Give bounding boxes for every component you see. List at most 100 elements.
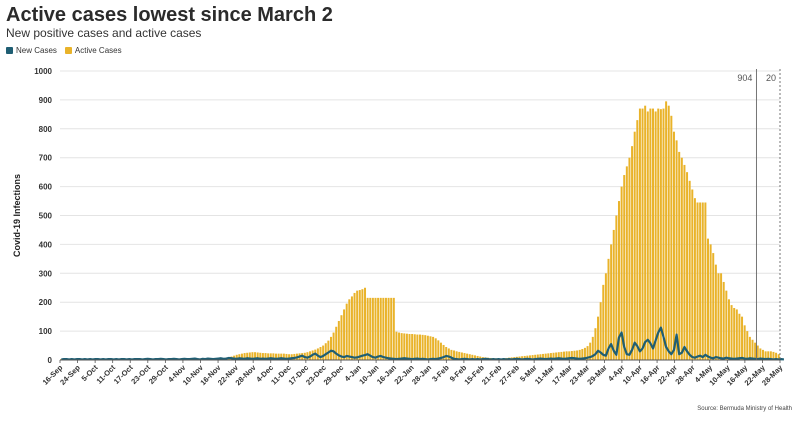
active-cases-bar xyxy=(602,284,605,360)
active-cases-bar xyxy=(625,166,628,360)
active-cases-bar xyxy=(688,180,691,360)
active-cases-bar xyxy=(426,335,429,360)
legend-label-active-cases: Active Cases xyxy=(74,46,122,55)
active-cases-bar xyxy=(473,355,476,360)
active-cases-bar xyxy=(565,351,568,360)
active-cases-bar xyxy=(411,333,414,360)
active-cases-bar xyxy=(741,316,744,360)
y-tick-label: 200 xyxy=(39,298,53,307)
active-cases-bar xyxy=(290,354,293,360)
active-cases-bar xyxy=(374,297,377,360)
active-cases-bar xyxy=(730,305,733,360)
x-tick-label: 3-Feb xyxy=(430,363,451,384)
active-cases-bar xyxy=(746,331,749,360)
active-cases-bar xyxy=(557,352,560,360)
active-cases-bar xyxy=(680,157,683,360)
active-cases-bar xyxy=(620,186,623,360)
active-cases-bar xyxy=(764,351,767,360)
legend-swatch-active-cases xyxy=(64,47,72,54)
active-cases-bar xyxy=(243,353,246,360)
active-cases-bar xyxy=(371,297,374,360)
active-cases-bar xyxy=(636,120,639,360)
active-cases-bar xyxy=(288,354,291,360)
active-cases-bar xyxy=(727,299,730,360)
active-cases-bar xyxy=(238,354,241,360)
active-cases-bar xyxy=(649,108,652,360)
active-cases-bar xyxy=(761,349,764,360)
active-cases-bar xyxy=(552,352,555,360)
legend-item-new-cases[interactable]: New Cases xyxy=(6,46,57,55)
active-cases-bar xyxy=(686,172,689,360)
y-tick-label: 100 xyxy=(39,327,53,336)
active-cases-bar xyxy=(356,290,359,360)
active-cases-bar xyxy=(725,290,728,360)
active-cases-bar xyxy=(701,202,704,360)
active-cases-bar xyxy=(678,151,681,360)
y-tick-label: 900 xyxy=(39,96,53,105)
active-cases-bar xyxy=(384,297,387,360)
active-cases-bar xyxy=(421,334,424,360)
active-cases-bar xyxy=(644,105,647,361)
active-cases-bar xyxy=(528,355,531,360)
active-cases-bar xyxy=(316,348,319,360)
active-cases-bar xyxy=(429,336,432,360)
active-cases-bar xyxy=(534,354,537,360)
active-cases-bar xyxy=(340,315,343,360)
active-cases-bar xyxy=(604,273,607,360)
active-cases-bar xyxy=(563,351,565,360)
active-cases-bar xyxy=(720,273,723,360)
legend-label-new-cases: New Cases xyxy=(16,46,57,55)
active-cases-bar xyxy=(332,332,335,360)
active-cases-bar xyxy=(350,296,353,360)
y-tick-label: 500 xyxy=(39,212,53,221)
active-cases-bar xyxy=(235,354,238,360)
active-cases-bar xyxy=(631,146,634,360)
active-cases-bar xyxy=(442,344,445,360)
active-cases-bar xyxy=(657,108,660,360)
active-cases-bar xyxy=(343,309,346,360)
active-cases-bar xyxy=(240,353,243,360)
active-cases-bar xyxy=(652,108,655,360)
y-tick-label: 1000 xyxy=(34,67,52,76)
active-cases-bar xyxy=(256,352,259,360)
active-cases-bar xyxy=(547,353,550,360)
active-cases-bar xyxy=(672,131,675,360)
active-cases-bar xyxy=(468,354,471,360)
active-cases-bar xyxy=(709,244,712,360)
active-cases-bar xyxy=(460,352,463,360)
active-cases-bar xyxy=(615,215,618,360)
y-tick-label: 0 xyxy=(48,356,53,365)
active-cases-bar xyxy=(390,297,393,360)
active-cases-bar xyxy=(267,353,270,360)
active-cases-bar xyxy=(597,316,600,360)
active-cases-bar xyxy=(735,309,738,360)
active-cases-bar xyxy=(264,353,267,360)
active-cases-bar xyxy=(337,320,340,360)
active-cases-bar xyxy=(586,346,589,360)
active-cases-bar xyxy=(641,108,644,360)
active-cases-bar xyxy=(712,253,715,360)
active-cases-bar xyxy=(591,336,594,360)
active-cases-bar xyxy=(714,264,717,360)
active-cases-bar xyxy=(466,353,469,360)
active-cases-bar xyxy=(568,351,571,360)
active-cases-bar xyxy=(754,342,757,360)
y-tick-label: 600 xyxy=(39,183,53,192)
active-cases-bar xyxy=(570,351,573,360)
active-cases-bar xyxy=(751,339,754,360)
active-cases-bar xyxy=(748,336,751,360)
active-cases-bar xyxy=(269,353,272,360)
active-cases-bar xyxy=(756,345,759,360)
active-cases-bar xyxy=(667,105,670,361)
active-cases-bar xyxy=(361,289,364,360)
active-cases-bar xyxy=(599,302,602,360)
legend-item-active-cases[interactable]: Active Cases xyxy=(64,46,122,55)
active-cases-bar xyxy=(683,164,686,360)
active-cases-bar xyxy=(583,347,586,360)
active-cases-bar xyxy=(544,353,547,360)
active-cases-bar xyxy=(578,349,581,360)
active-cases-bar xyxy=(327,340,330,360)
annotation-label: 20 xyxy=(766,73,776,83)
active-cases-bar xyxy=(607,258,610,360)
